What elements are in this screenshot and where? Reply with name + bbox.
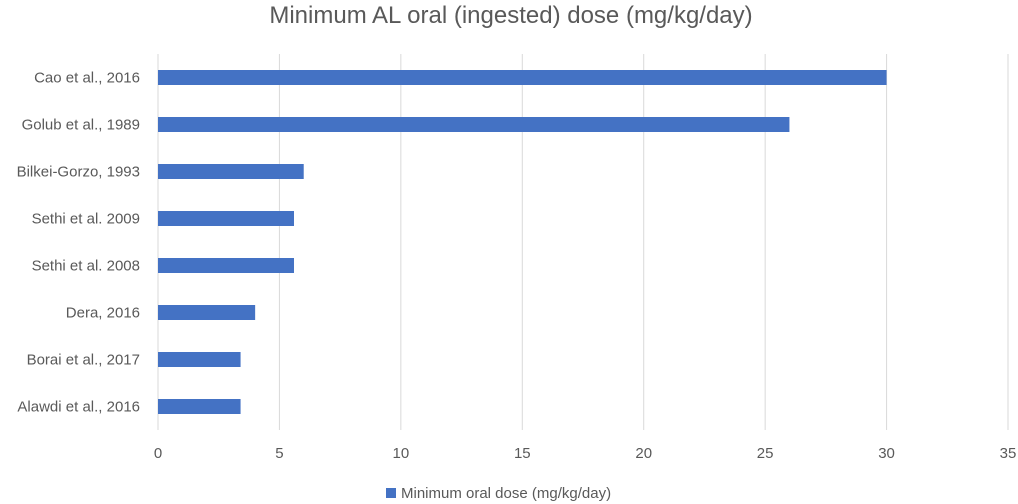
bar	[158, 258, 294, 273]
bar	[158, 117, 790, 132]
category-label: Sethi et al. 2008	[32, 258, 140, 275]
x-tick-label: 25	[757, 445, 774, 462]
x-tick-label: 15	[514, 445, 531, 462]
x-tick-label: 5	[275, 445, 283, 462]
x-axis-tick-labels: 0 5 10 15 20 25 30 35	[154, 445, 1017, 462]
bar	[158, 399, 241, 414]
category-label: Cao et al., 2016	[34, 70, 140, 87]
category-label: Golub et al., 1989	[22, 117, 140, 134]
legend-swatch	[386, 488, 396, 498]
bar	[158, 211, 294, 226]
category-label: Sethi et al. 2009	[32, 211, 140, 228]
x-tick-label: 0	[154, 445, 162, 462]
category-label: Alawdi et al., 2016	[17, 399, 140, 416]
bar	[158, 164, 304, 179]
category-label: Bilkei-Gorzo, 1993	[17, 164, 140, 181]
legend: Minimum oral dose (mg/kg/day)	[386, 485, 611, 502]
category-label: Borai et al., 2017	[27, 352, 140, 369]
bars	[158, 70, 887, 414]
x-tick-label: 35	[1000, 445, 1017, 462]
chart-title: Minimum AL oral (ingested) dose (mg/kg/d…	[269, 2, 752, 29]
gridlines	[157, 54, 1009, 430]
x-tick-label: 30	[878, 445, 895, 462]
bar	[158, 352, 241, 367]
x-tick-label: 10	[393, 445, 410, 462]
bar	[158, 70, 887, 85]
legend-label: Minimum oral dose (mg/kg/day)	[401, 485, 611, 502]
bar	[158, 305, 256, 320]
x-tick-label: 20	[635, 445, 652, 462]
category-labels: Cao et al., 2016 Golub et al., 1989 Bilkei…	[17, 70, 140, 416]
category-label: Dera, 2016	[66, 305, 140, 322]
